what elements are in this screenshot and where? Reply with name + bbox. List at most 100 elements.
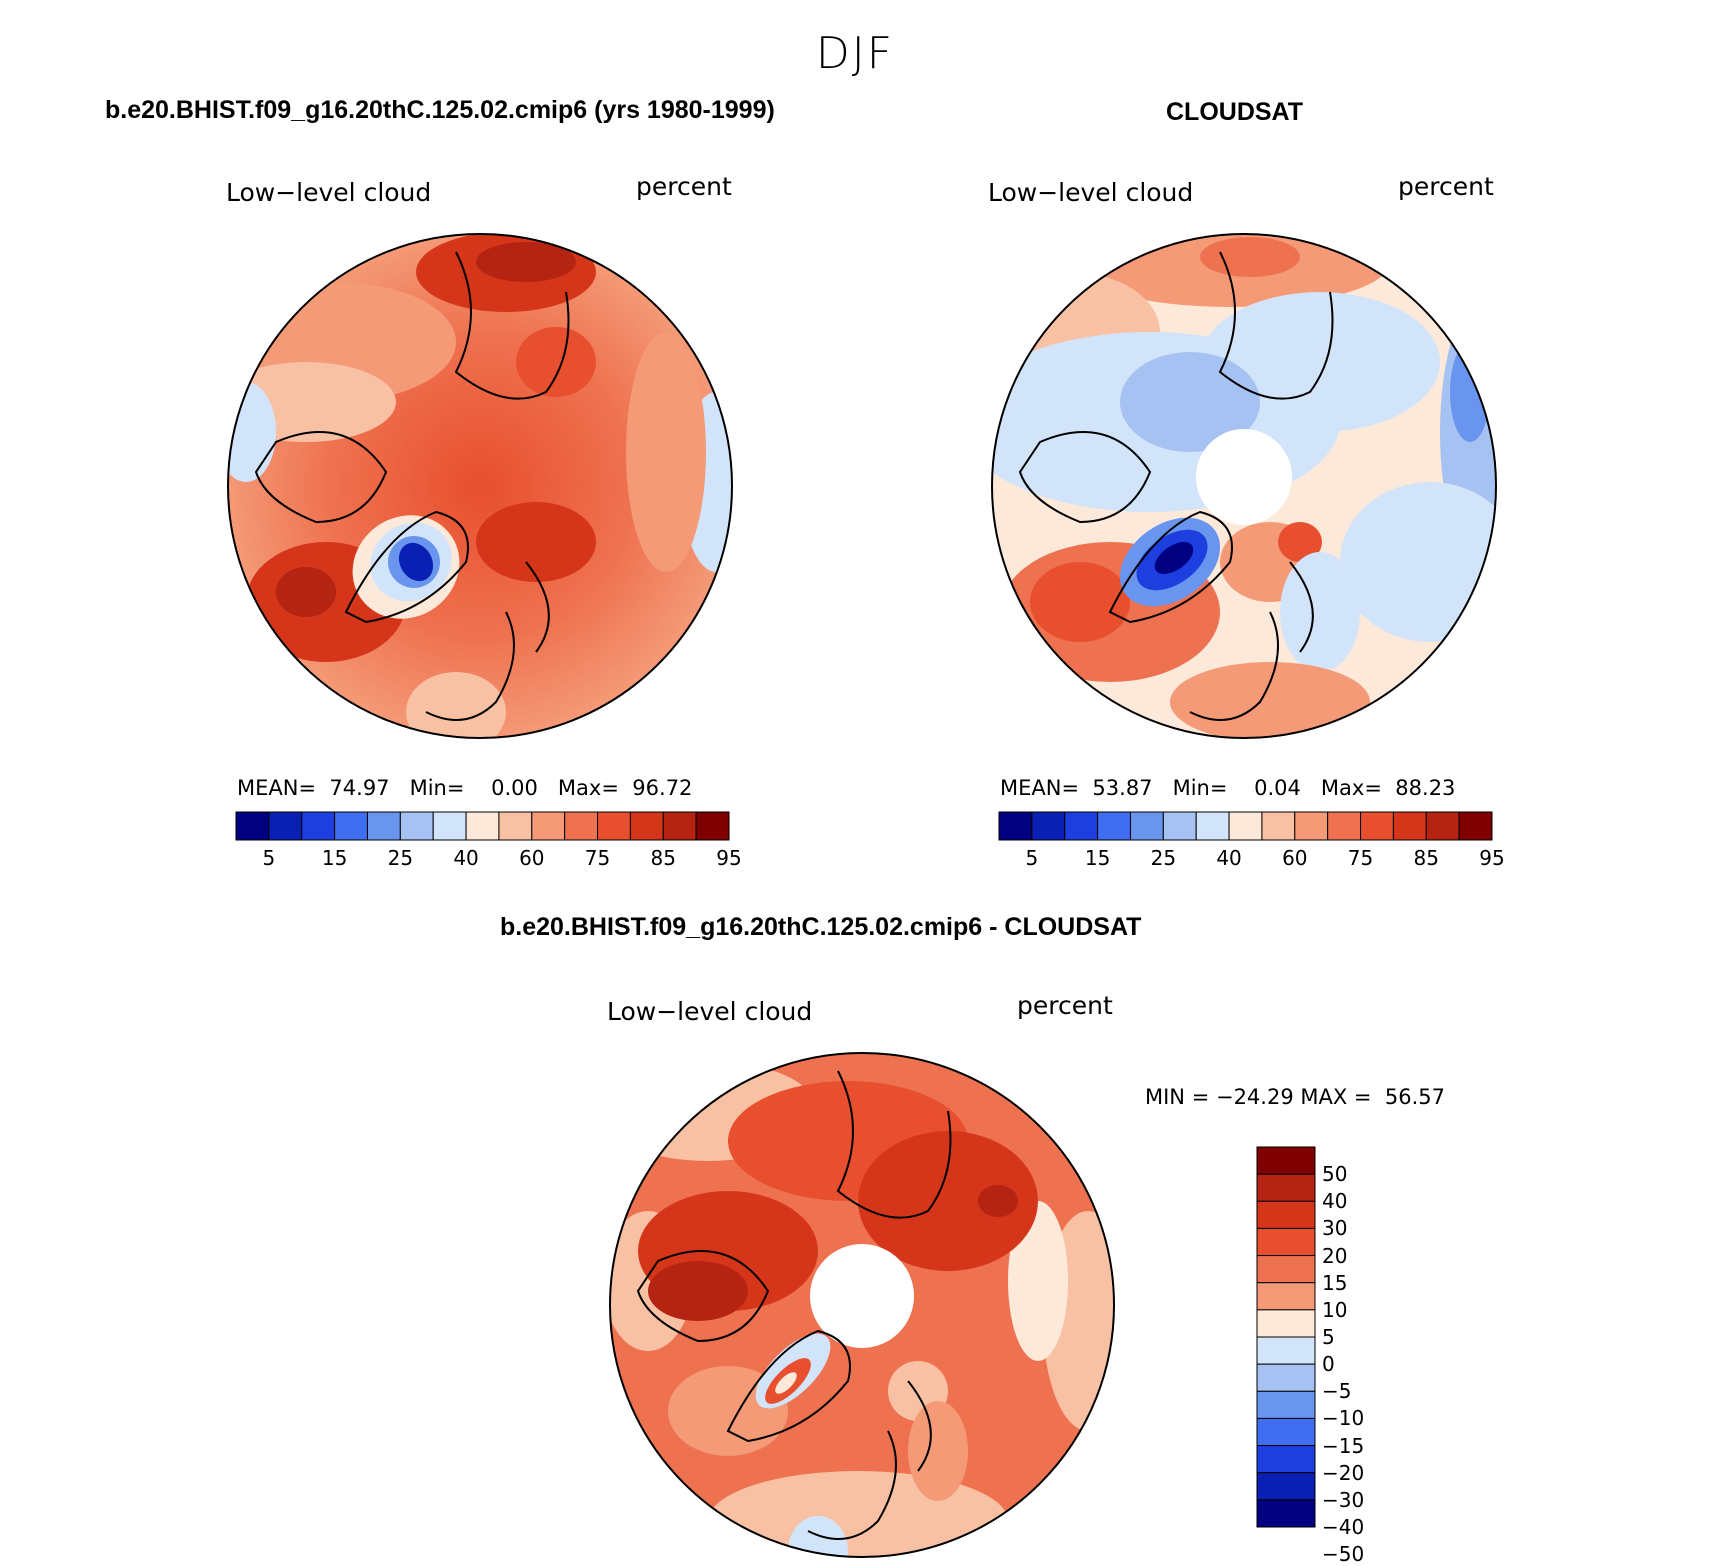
model-colorbar-bin <box>597 811 631 841</box>
diff-colorbar-ticks: 50 40 30 20 15 10 5 0 −5 −10 −15 −20 −30 −40 −50 <box>1322 1147 1382 1566</box>
model-colorbar-bin <box>531 811 566 841</box>
diff-colorbar-tick-label: 30 <box>1322 1216 1348 1241</box>
model-colorbar-bin <box>432 811 467 841</box>
model-colorbar-bin <box>334 811 368 841</box>
obs-stats: MEAN= 53.87 Min= 0.04 Max= 88.23 <box>1000 776 1456 800</box>
obs-min: 0.04 <box>1254 776 1301 800</box>
diff-colorbar-bin <box>1256 1227 1316 1257</box>
obs-colorbar-tick-label: 5 <box>1025 846 1039 870</box>
diff-colorbar-bin <box>1256 1336 1316 1365</box>
diff-colorbar-bin <box>1256 1282 1316 1311</box>
obs-panel-title: CLOUDSAT <box>1166 98 1304 126</box>
model-polar-map <box>227 233 733 739</box>
obs-colorbar-bin <box>1261 811 1296 841</box>
model-colorbar-tick-label: 75 <box>584 846 611 870</box>
diff-colorbar-tick-label: −20 <box>1322 1460 1365 1485</box>
obs-colorbar-tick-label: 60 <box>1282 846 1308 870</box>
model-colorbar-bin <box>399 811 434 841</box>
diff-colorbar-bin <box>1256 1146 1316 1175</box>
obs-max: 88.23 <box>1395 776 1456 800</box>
obs-colorbar-bin <box>1195 811 1230 841</box>
diff-colorbar-tick-label: 5 <box>1322 1325 1335 1349</box>
diff-units-label: percent <box>1017 991 1113 1020</box>
obs-colorbar-ticks: 5 15 25 40 60 75 85 95 <box>999 846 1504 874</box>
model-colorbar-tick-label: 5 <box>262 846 276 870</box>
diff-colorbar-bin <box>1256 1255 1316 1284</box>
diff-colorbar-tick-label: −15 <box>1322 1433 1365 1458</box>
model-colorbar-bin <box>465 811 500 841</box>
diff-max: 56.57 <box>1384 1085 1445 1109</box>
diff-colorbar-tick-label: −5 <box>1322 1379 1352 1404</box>
obs-colorbar-bin <box>1392 811 1427 841</box>
model-colorbar-tick-label: 40 <box>453 846 479 870</box>
model-colorbar-bin <box>366 811 401 841</box>
diff-panel-title: b.e20.BHIST.f09_g16.20thC.125.02.cmip6 -… <box>500 913 1142 941</box>
model-max: 96.72 <box>632 776 693 800</box>
diff-colorbar-tick-label: −50 <box>1322 1542 1365 1566</box>
diff-colorbar-tick-label: 10 <box>1322 1297 1348 1322</box>
model-min: 0.00 <box>491 776 538 800</box>
diff-colorbar-tick-label: −10 <box>1322 1406 1365 1431</box>
diff-colorbar <box>1256 1146 1316 1528</box>
diff-colorbar-tick-label: 50 <box>1322 1162 1348 1187</box>
model-colorbar-tick-label: 85 <box>650 846 676 870</box>
obs-colorbar-bin <box>1228 811 1263 841</box>
obs-colorbar-tick-label: 15 <box>1084 846 1111 870</box>
diff-variable-label: Low−level cloud <box>607 997 813 1026</box>
diff-colorbar-tick-label: −30 <box>1322 1487 1365 1512</box>
diff-colorbar-bin <box>1256 1390 1316 1419</box>
obs-variable-label: Low−level cloud <box>988 178 1194 207</box>
obs-colorbar-bin <box>1458 811 1493 841</box>
obs-colorbar-tick-label: 40 <box>1216 846 1242 870</box>
diff-colorbar-bin <box>1256 1499 1316 1528</box>
diff-colorbar-tick-label: 0 <box>1322 1352 1335 1377</box>
diff-colorbar-tick-label: 40 <box>1322 1189 1348 1214</box>
obs-colorbar-bin <box>1327 811 1362 841</box>
model-colorbar-tick-label: 15 <box>321 846 348 870</box>
diff-colorbar-bin <box>1256 1363 1316 1392</box>
model-units-label: percent <box>636 172 732 201</box>
diff-colorbar-tick-label: −40 <box>1322 1515 1365 1539</box>
model-colorbar-bin <box>235 811 270 841</box>
model-colorbar-bin <box>629 811 664 841</box>
diff-colorbar-bin <box>1256 1417 1316 1447</box>
obs-colorbar-bin <box>1162 811 1197 841</box>
obs-colorbar-bin <box>1031 811 1066 841</box>
obs-units-label: percent <box>1398 172 1494 201</box>
obs-colorbar-tick-label: 75 <box>1347 846 1374 870</box>
obs-colorbar-bin <box>1064 811 1099 841</box>
model-colorbar-tick-label: 25 <box>387 846 414 870</box>
obs-colorbar-bin <box>998 811 1033 841</box>
model-colorbar-bin <box>301 811 336 841</box>
model-stats: MEAN= 74.97 Min= 0.00 Max= 96.72 <box>237 776 693 800</box>
diff-polar-map <box>609 1052 1115 1558</box>
diff-colorbar-bin <box>1256 1309 1316 1338</box>
figure-title: DJF <box>815 28 895 79</box>
diff-stats: MIN = −24.29 MAX = 56.57 <box>1145 1085 1445 1109</box>
obs-colorbar <box>998 811 1493 841</box>
diff-min: −24.29 <box>1215 1085 1294 1109</box>
model-colorbar-tick-label: 60 <box>519 846 545 870</box>
diff-colorbar-bin <box>1256 1445 1316 1474</box>
model-colorbar-ticks: 5 15 25 40 60 75 85 95 <box>236 846 741 874</box>
diff-colorbar-tick-label: 20 <box>1322 1243 1348 1268</box>
obs-colorbar-bin <box>1097 811 1131 841</box>
model-colorbar-bin <box>498 811 533 841</box>
model-panel-title: b.e20.BHIST.f09_g16.20thC.125.02.cmip6 (… <box>105 96 775 124</box>
model-colorbar-bin <box>268 811 303 841</box>
model-colorbar-bin <box>662 811 697 841</box>
diff-colorbar-bin <box>1256 1472 1316 1501</box>
diff-colorbar-tick-label: 15 <box>1322 1270 1348 1295</box>
model-colorbar-bin <box>695 811 730 841</box>
diff-colorbar-bin <box>1256 1200 1316 1229</box>
obs-colorbar-tick-label: 95 <box>1479 846 1505 870</box>
obs-colorbar-tick-label: 85 <box>1413 846 1439 870</box>
obs-colorbar-bin <box>1360 811 1394 841</box>
model-mean: 74.97 <box>329 776 390 800</box>
obs-colorbar-bin <box>1425 811 1460 841</box>
model-variable-label: Low−level cloud <box>226 178 432 207</box>
obs-mean: 53.87 <box>1092 776 1153 800</box>
obs-polar-map <box>991 233 1497 739</box>
obs-colorbar-tick-label: 25 <box>1150 846 1177 870</box>
obs-colorbar-bin <box>1294 811 1329 841</box>
